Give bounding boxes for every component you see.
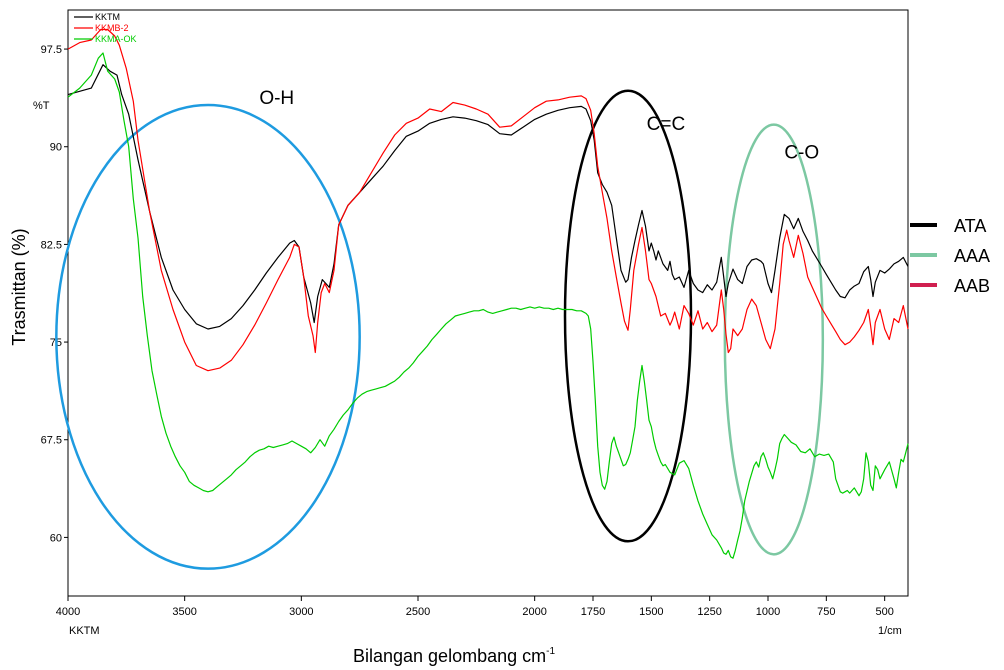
legend-inside-label: KKMB-2: [95, 23, 129, 33]
annotation-ellipses: [55, 89, 825, 570]
x-axis-title-text: Bilangan gelombang cm: [353, 646, 546, 666]
x-tick-label: 3500: [172, 606, 196, 618]
x-tick-label: 3000: [289, 606, 313, 618]
y-tick-label: 90: [50, 142, 62, 154]
annotation-ellipse: [563, 89, 693, 543]
x-tick-label: 750: [817, 606, 835, 618]
series-line-kktm: [67, 64, 909, 330]
legend-outside: ATA AAA AAB: [910, 216, 990, 296]
y-tick-label: 97.5: [41, 44, 62, 56]
annotation-labels: O-H C=C C-O: [259, 88, 819, 164]
series-line-kkmb-2: [67, 28, 909, 372]
annotation-label: O-H: [259, 88, 294, 109]
x-tick-label: 1500: [639, 606, 663, 618]
x-axis-title-superscript: -1: [546, 646, 555, 657]
y-tick-label: 60: [50, 532, 62, 544]
annotation-label: C=C: [647, 114, 686, 135]
y-unit-label: %T: [33, 100, 50, 112]
x-axis-title: Bilangan gelombang cm-1: [353, 646, 555, 666]
legend-outside-label: AAB: [954, 276, 990, 296]
annotation-ellipse: [723, 123, 825, 556]
x-tick-label: 2000: [522, 606, 546, 618]
legend-outside-label: AAA: [954, 246, 990, 266]
legend-inside-label: KKTM: [95, 12, 120, 22]
legend-outside-label: ATA: [954, 216, 986, 236]
x-tick-label: 1000: [756, 606, 780, 618]
x-tick-label: 1750: [581, 606, 605, 618]
x-tick-label: 2500: [406, 606, 430, 618]
legend-inside-label: KKMA-OK: [95, 34, 137, 44]
y-axis-title: Trasmittan (%): [9, 228, 29, 345]
x-tick-label: 500: [875, 606, 893, 618]
annotation-ellipse: [55, 103, 361, 570]
y-tick-label: 82.5: [41, 239, 62, 251]
annotation-label: C-O: [784, 142, 819, 163]
x-left-sublabel: KKTM: [69, 625, 100, 637]
y-tick-label: 67.5: [41, 435, 62, 447]
x-tick-label: 1250: [697, 606, 721, 618]
x-axis: 4000 3500 3000 2500 2000 1750 1500 1250 1000 750 5…: [56, 596, 894, 618]
series-lines: [67, 28, 909, 559]
x-tick-label: 4000: [56, 606, 80, 618]
plot-frame: [67, 9, 909, 597]
series-line-kkma-ok: [67, 52, 909, 559]
x-right-sublabel: 1/cm: [878, 625, 902, 637]
